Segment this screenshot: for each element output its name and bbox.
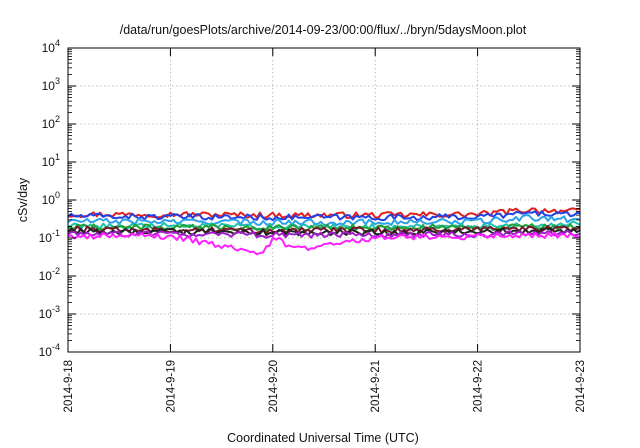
y-tick-exponent: -2	[52, 266, 60, 276]
x-tick-labels: 2014-9-18 2014-9-19 2014-9-20 2014-9-21 2014…	[63, 360, 587, 412]
x-tick-label: 2014-9-19	[165, 360, 177, 412]
y-tick-label: 10-3	[39, 304, 60, 321]
y-tick-base: 10	[39, 269, 53, 283]
y-tick-exponent: -4	[52, 342, 60, 352]
y-tick-base: 10	[42, 79, 56, 93]
y-tick-exponent: -1	[52, 228, 60, 238]
y-tick-exponent: 3	[55, 76, 60, 86]
series-line-6	[67, 224, 581, 234]
y-tick-base: 10	[42, 155, 56, 169]
y-tick-label: 10-1	[39, 228, 60, 245]
y-tick-label: 100	[42, 190, 60, 207]
y-tick-label: 103	[42, 76, 60, 93]
series-line-4	[67, 220, 581, 231]
y-tick-label: 10-2	[39, 266, 60, 283]
y-tick-base: 10	[39, 307, 53, 321]
x-tick-label: 2014-9-23	[575, 360, 587, 412]
y-tick-exponent: 0	[55, 190, 60, 200]
y-tick-label: 101	[42, 152, 60, 169]
y-tick-label: 104	[42, 38, 60, 55]
y-tick-base: 10	[42, 41, 56, 55]
grid	[68, 48, 580, 352]
series-line-2	[67, 210, 581, 222]
series-line-8	[67, 229, 581, 239]
series-line-1	[67, 207, 581, 219]
y-tick-exponent: 4	[55, 38, 60, 48]
y-axis-label: cSv/day	[16, 177, 30, 222]
y-tick-base: 10	[42, 117, 56, 131]
x-axis-label: Coordinated Universal Time (UTC)	[227, 431, 419, 445]
y-tick-exponent: -3	[52, 304, 60, 314]
x-tick-label: 2014-9-22	[473, 360, 485, 412]
x-tick-label: 2014-9-20	[268, 360, 280, 412]
y-tick-label: 10-4	[39, 342, 60, 359]
y-tick-base: 10	[42, 193, 56, 207]
series-group	[67, 207, 581, 256]
y-tick-label: 102	[42, 114, 60, 131]
series-line-9	[67, 231, 581, 256]
axis-ticks	[67, 47, 581, 353]
chart-title: /data/run/goesPlots/archive/2014-09-23/0…	[120, 23, 527, 37]
y-tick-base: 10	[39, 231, 53, 245]
y-tick-exponent: 1	[55, 152, 60, 162]
x-tick-label: 2014-9-18	[63, 360, 75, 412]
y-tick-exponent: 2	[55, 114, 60, 124]
y-tick-base: 10	[39, 345, 53, 359]
x-tick-label: 2014-9-21	[370, 360, 382, 412]
